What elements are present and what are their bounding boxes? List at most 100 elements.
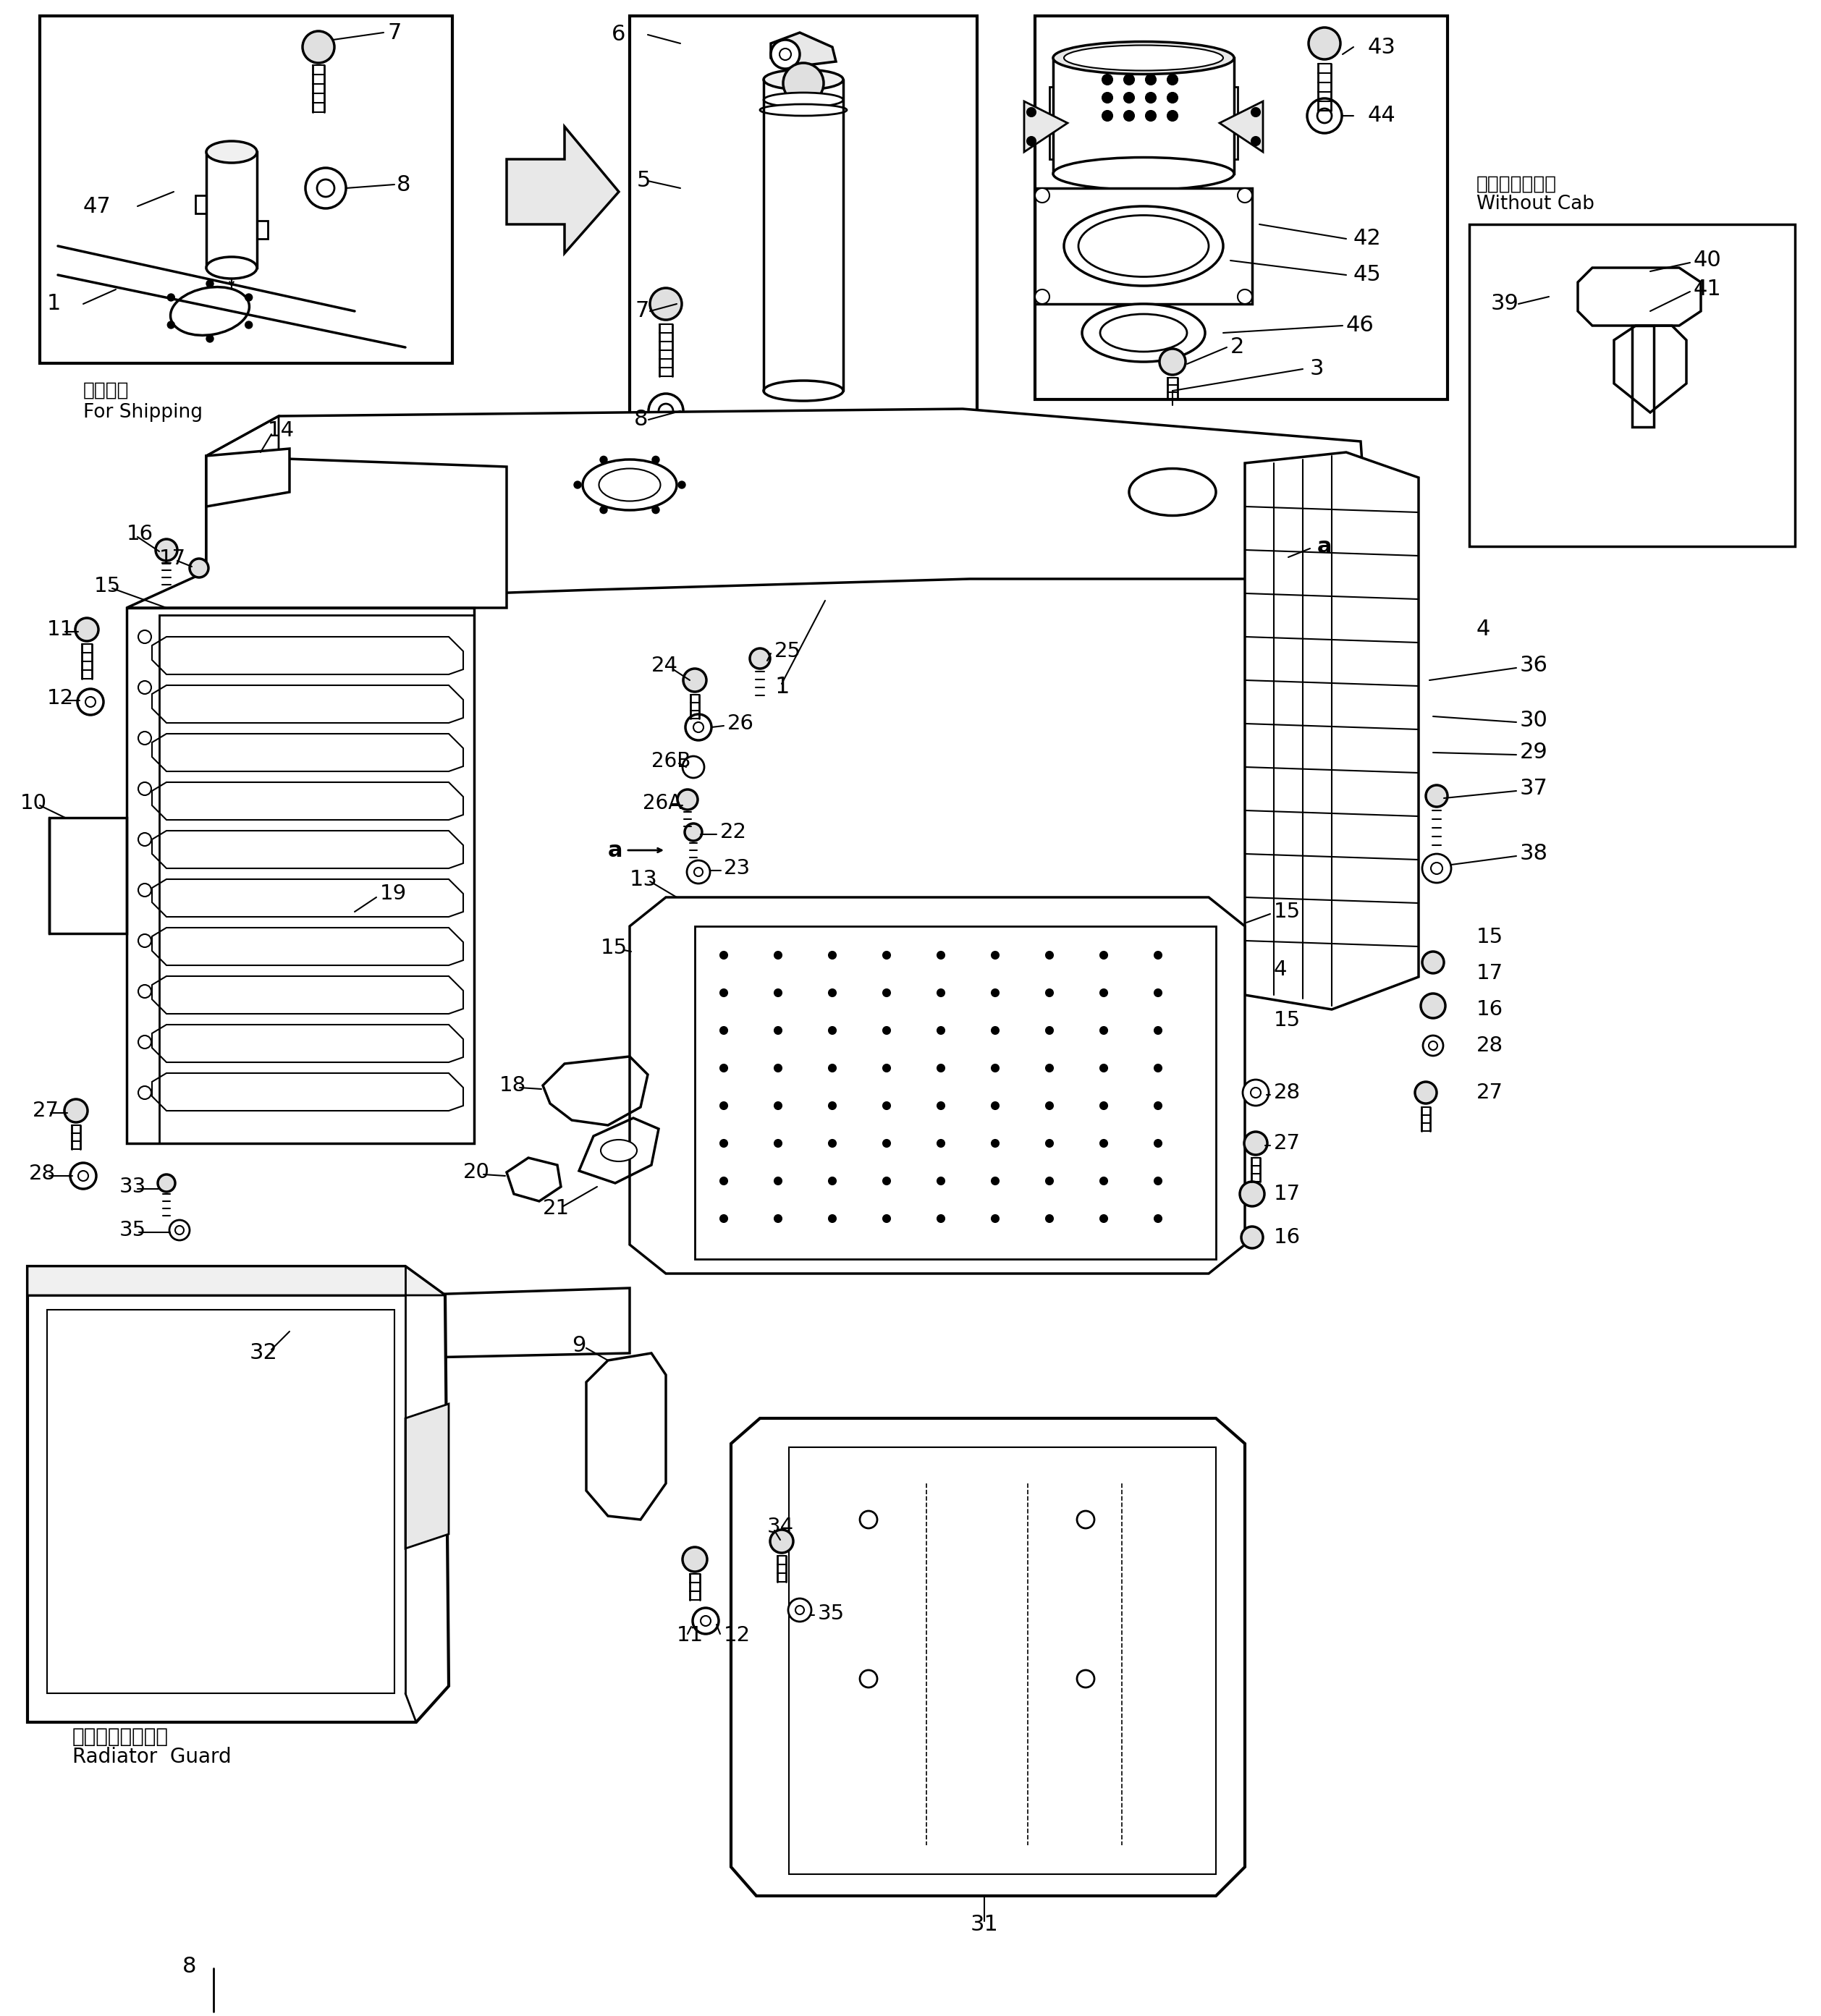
Circle shape: [829, 1177, 836, 1185]
Text: 33: 33: [120, 1177, 146, 1198]
Circle shape: [1240, 1181, 1264, 1206]
Circle shape: [883, 1103, 890, 1109]
Circle shape: [1076, 1669, 1094, 1687]
Text: 37: 37: [1521, 778, 1548, 798]
Text: Radiator  Guard: Radiator Guard: [73, 1746, 231, 1768]
Circle shape: [774, 1139, 781, 1147]
Circle shape: [189, 558, 208, 577]
Circle shape: [719, 1103, 727, 1109]
Circle shape: [829, 1026, 836, 1034]
Circle shape: [992, 1139, 998, 1147]
Text: 27: 27: [33, 1101, 60, 1121]
Bar: [40, 16, 452, 363]
Bar: [630, 16, 978, 444]
Circle shape: [1426, 784, 1448, 806]
Circle shape: [599, 506, 606, 514]
Text: 4: 4: [1275, 960, 1287, 980]
Circle shape: [648, 393, 683, 427]
Text: 28: 28: [29, 1163, 56, 1183]
Circle shape: [306, 167, 346, 208]
Circle shape: [992, 1026, 998, 1034]
Circle shape: [1027, 137, 1036, 145]
Circle shape: [1251, 107, 1260, 117]
Text: 39: 39: [1491, 294, 1519, 314]
Circle shape: [938, 1026, 945, 1034]
Text: 28: 28: [1477, 1036, 1504, 1056]
Circle shape: [138, 782, 151, 794]
Circle shape: [685, 714, 712, 740]
Circle shape: [1251, 1087, 1260, 1099]
Circle shape: [1429, 1042, 1437, 1050]
Circle shape: [829, 1216, 836, 1222]
Circle shape: [1167, 75, 1178, 85]
Text: Without Cab: Without Cab: [1477, 196, 1595, 214]
Text: 19: 19: [381, 883, 406, 903]
Circle shape: [938, 1216, 945, 1222]
Circle shape: [770, 1530, 794, 1552]
Circle shape: [1145, 111, 1156, 121]
Text: 21: 21: [543, 1198, 570, 1218]
Text: 35: 35: [818, 1603, 845, 1623]
Circle shape: [1124, 111, 1134, 121]
Text: 12: 12: [723, 1625, 750, 1645]
Circle shape: [138, 631, 151, 643]
Bar: [1470, 224, 1796, 546]
Text: 10: 10: [20, 792, 47, 812]
Text: 8: 8: [182, 1956, 197, 1978]
Text: 15: 15: [1477, 927, 1504, 948]
Polygon shape: [730, 1419, 1246, 1895]
Circle shape: [1145, 93, 1156, 103]
Circle shape: [1155, 1216, 1162, 1222]
Ellipse shape: [1053, 42, 1235, 75]
Text: 38: 38: [1521, 843, 1548, 865]
Circle shape: [138, 1087, 151, 1099]
Circle shape: [168, 294, 175, 300]
Text: ラジエータガード: ラジエータガード: [73, 1726, 169, 1746]
Circle shape: [652, 506, 659, 514]
Circle shape: [1155, 952, 1162, 960]
Circle shape: [1045, 1064, 1053, 1073]
Text: 47: 47: [84, 196, 111, 218]
Circle shape: [750, 649, 770, 669]
Circle shape: [774, 1064, 781, 1073]
Circle shape: [719, 1064, 727, 1073]
Circle shape: [650, 288, 681, 321]
Text: 8: 8: [397, 173, 412, 196]
Circle shape: [1045, 1026, 1053, 1034]
Text: 17: 17: [1477, 964, 1504, 984]
Text: 16: 16: [127, 524, 153, 544]
Circle shape: [992, 1177, 998, 1185]
Circle shape: [774, 952, 781, 960]
Ellipse shape: [583, 460, 677, 510]
Circle shape: [1124, 75, 1134, 85]
Ellipse shape: [1078, 216, 1209, 276]
Circle shape: [659, 403, 674, 417]
Circle shape: [938, 1139, 945, 1147]
Circle shape: [685, 823, 703, 841]
Text: For Shipping: For Shipping: [84, 403, 202, 421]
Circle shape: [694, 867, 703, 877]
Text: a: a: [1317, 536, 1333, 556]
Ellipse shape: [759, 105, 847, 115]
Text: 26: 26: [727, 714, 754, 734]
Text: 32: 32: [249, 1343, 279, 1363]
Circle shape: [788, 1599, 812, 1621]
Ellipse shape: [1129, 468, 1216, 516]
Circle shape: [574, 482, 581, 488]
Circle shape: [175, 1226, 184, 1234]
Circle shape: [860, 1669, 878, 1687]
Circle shape: [992, 990, 998, 996]
Circle shape: [883, 1139, 890, 1147]
Ellipse shape: [599, 468, 661, 502]
Circle shape: [829, 1139, 836, 1147]
Polygon shape: [1023, 101, 1067, 151]
Ellipse shape: [601, 1139, 637, 1161]
Circle shape: [1238, 290, 1253, 304]
Circle shape: [683, 669, 707, 691]
Bar: [47, 1310, 395, 1693]
Circle shape: [938, 1064, 945, 1073]
Circle shape: [138, 732, 151, 744]
Circle shape: [138, 833, 151, 847]
Circle shape: [883, 1177, 890, 1185]
Circle shape: [719, 1026, 727, 1034]
